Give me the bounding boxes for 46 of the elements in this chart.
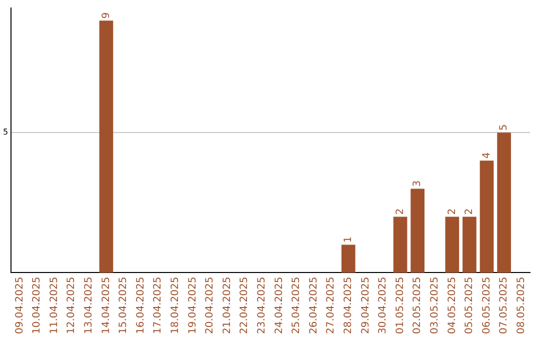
- x-tick-label: 29.04.2025: [360, 276, 372, 334]
- x-tick-label: 12.04.2025: [66, 276, 78, 334]
- data-label: 2: [464, 208, 476, 215]
- data-label: 5: [498, 124, 510, 131]
- x-tick-label: 16.04.2025: [135, 276, 146, 334]
- x-tick-label: 28.04.2025: [342, 276, 354, 334]
- x-tick-label: 15.04.2025: [118, 276, 130, 334]
- bar: [462, 216, 476, 273]
- x-tick-label: 25.04.2025: [291, 276, 302, 334]
- data-label: 2: [446, 208, 458, 215]
- x-tick-label: 26.04.2025: [308, 276, 320, 334]
- x-tick-label: 10.04.2025: [32, 276, 43, 334]
- bar: [445, 216, 460, 273]
- x-tick-label: 22.04.2025: [239, 276, 250, 334]
- bar: [99, 20, 114, 273]
- data-label: 2: [394, 208, 406, 215]
- bar: [480, 160, 494, 273]
- x-tick-label: 06.05.2025: [481, 276, 492, 334]
- x-tick-label: 19.04.2025: [187, 276, 198, 334]
- x-tick-label: 03.05.2025: [429, 276, 440, 334]
- x-tick-label: 09.04.2025: [14, 276, 26, 334]
- x-tick-label: 13.04.2025: [84, 276, 95, 334]
- x-tick-label: 18.04.2025: [170, 276, 182, 334]
- bar: [497, 132, 511, 273]
- x-tick-label: 17.04.2025: [152, 276, 164, 334]
- x-tick-label: 11.04.2025: [48, 276, 60, 334]
- x-tick-label: 05.05.2025: [464, 276, 476, 334]
- bar: [410, 188, 424, 273]
- x-tick-label: 24.04.2025: [274, 276, 285, 334]
- x-tick-label: 04.05.2025: [446, 276, 458, 334]
- x-tick-label: 30.04.2025: [378, 276, 389, 334]
- data-label: 1: [342, 236, 354, 243]
- data-label: 3: [412, 180, 424, 187]
- x-tick-label: 27.04.2025: [326, 276, 337, 334]
- x-tick-label: 14.04.2025: [100, 276, 112, 334]
- x-tick-label: 23.04.2025: [256, 276, 268, 334]
- x-tick-label: 02.05.2025: [412, 276, 424, 334]
- x-tick-label: 08.05.2025: [516, 276, 527, 334]
- x-tick-label: 01.05.2025: [394, 276, 406, 334]
- bar: [341, 244, 356, 273]
- bar: [393, 216, 408, 273]
- x-tick-label: 20.04.2025: [204, 276, 216, 334]
- data-label: 4: [481, 152, 492, 159]
- x-tick-label: 21.04.2025: [222, 276, 233, 334]
- data-label: 9: [100, 12, 112, 19]
- x-tick-label: 07.05.2025: [498, 276, 510, 334]
